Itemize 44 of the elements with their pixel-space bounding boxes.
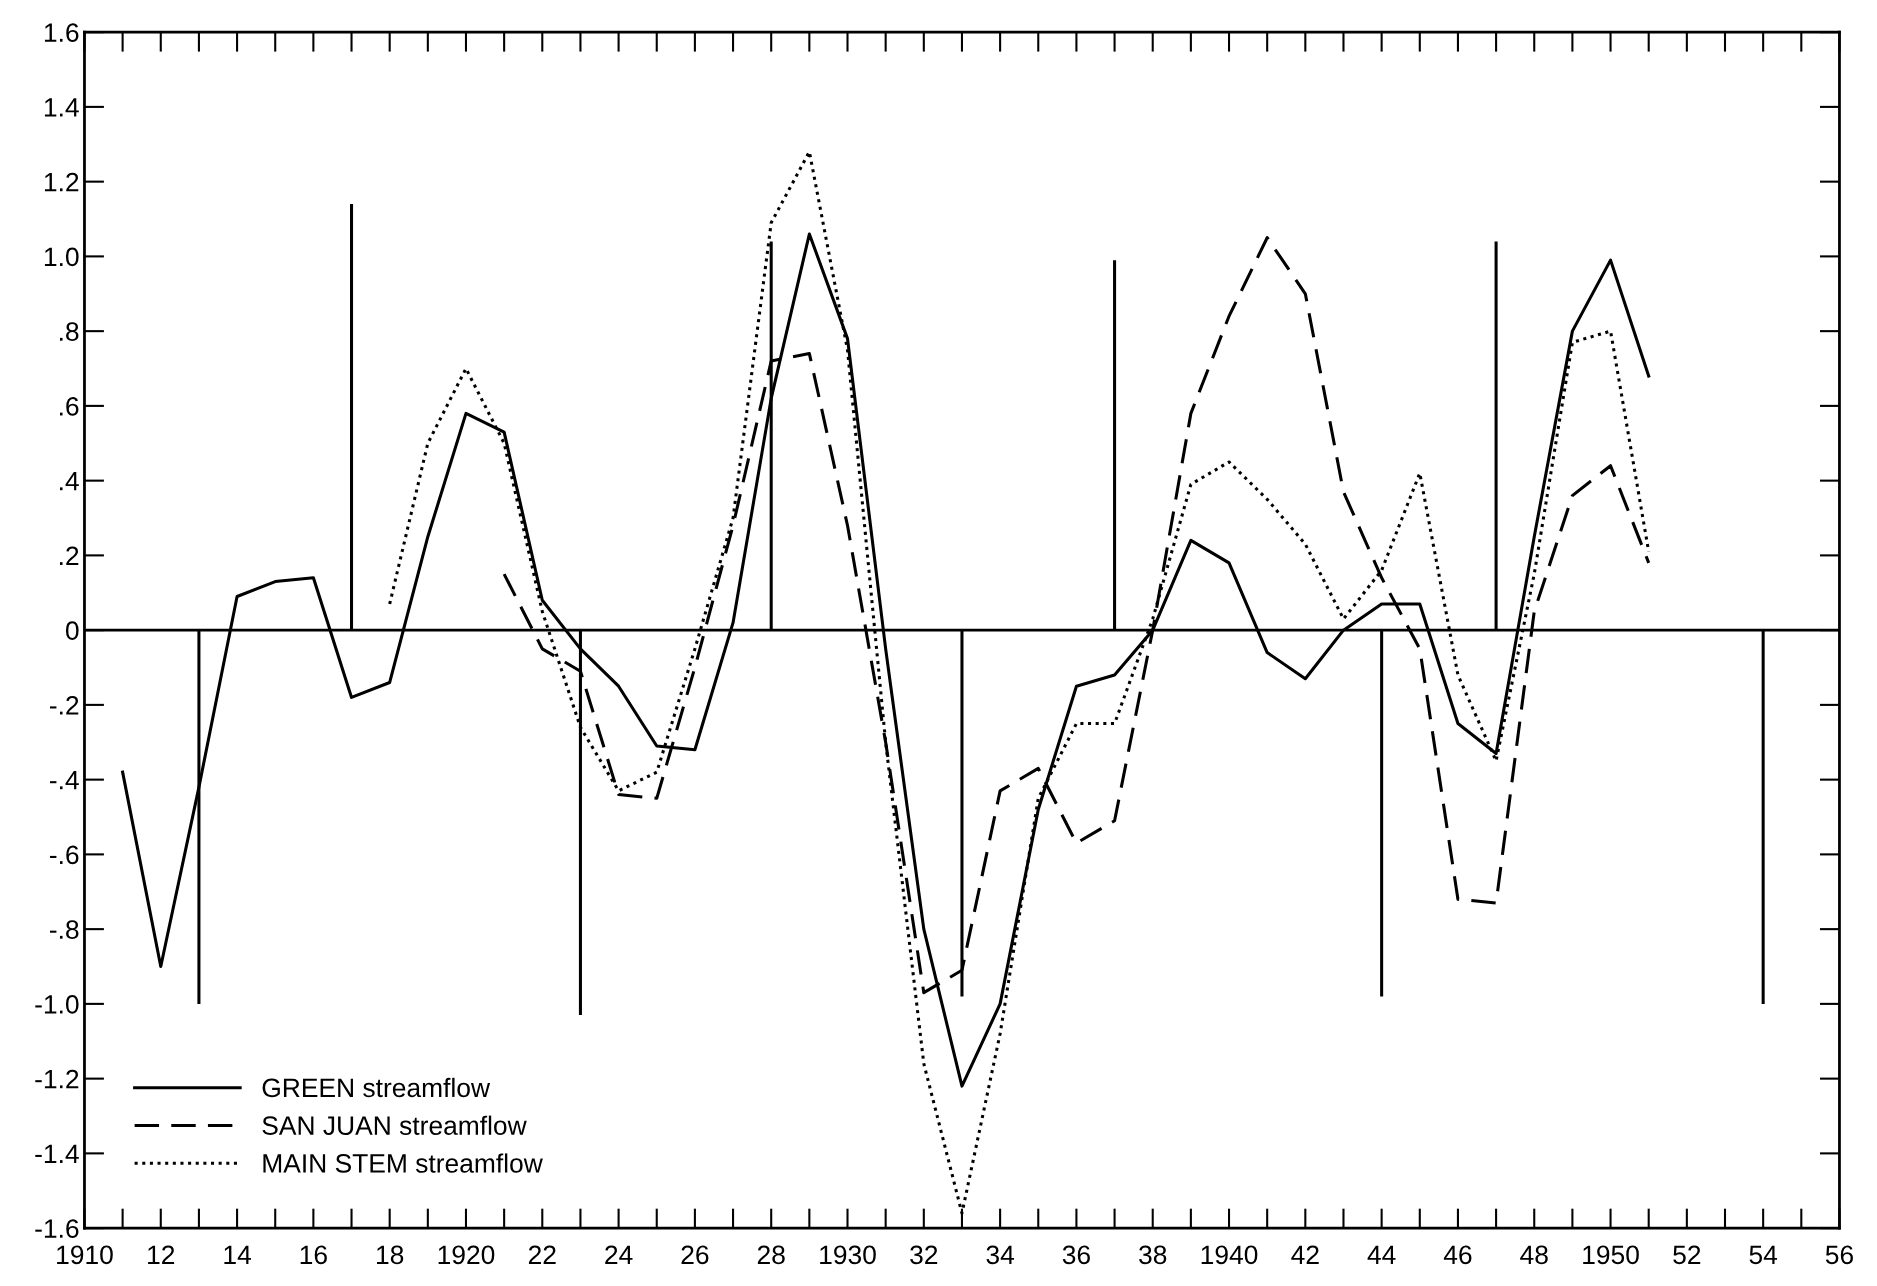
x-tick-label: 1910 [57, 1245, 113, 1265]
y-tick-label: -1.6 [35, 1219, 79, 1238]
y-tick-label: -.6 [49, 845, 79, 865]
x-tick-label: 1920 [438, 1245, 495, 1265]
x-tick-label: 26 [681, 1245, 709, 1265]
x-tick-label: 16 [300, 1245, 327, 1265]
y-tick-label: -.2 [49, 696, 79, 715]
x-tick-label: 54 [1749, 1245, 1778, 1265]
x-tick-label: 14 [224, 1245, 251, 1264]
x-tick-label: 34 [986, 1245, 1015, 1265]
legend-label: SAN JUAN streamflow [262, 1115, 527, 1135]
y-tick-label: 0 [65, 621, 79, 640]
x-tick-label: 12 [148, 1245, 175, 1264]
y-tick-label: -.4 [49, 771, 79, 790]
y-tick-label: -1.2 [35, 1069, 79, 1089]
x-tick-label: 44 [1367, 1245, 1396, 1264]
x-tick-label: 1940 [1201, 1245, 1258, 1265]
y-tick-label: .6 [60, 397, 79, 416]
x-tick-label: 28 [757, 1245, 785, 1265]
y-tick-label: 1.0 [44, 247, 79, 267]
legend-label: MAIN STEM streamflow [263, 1153, 543, 1173]
x-tick-label: 18 [377, 1245, 404, 1265]
y-tick-label: .4 [60, 472, 79, 491]
x-tick-label: 52 [1673, 1245, 1701, 1265]
x-tick-label: 32 [910, 1245, 938, 1265]
x-tick-label: 48 [1520, 1245, 1548, 1265]
y-tick-label: -1.4 [35, 1144, 79, 1163]
x-tick-label: 42 [1291, 1245, 1319, 1264]
x-tick-label: 24 [605, 1245, 633, 1264]
y-tick-label: .8 [60, 322, 79, 341]
legend-label: GREEN streamflow [262, 1077, 491, 1098]
x-tick-label: 56 [1825, 1245, 1853, 1265]
x-tick-label: 36 [1062, 1245, 1090, 1265]
y-tick-label: -1.0 [35, 995, 79, 1014]
y-tick-label: 1.4 [44, 98, 79, 117]
y-tick-label: .2 [60, 546, 79, 565]
x-tick-label: 46 [1443, 1245, 1472, 1265]
x-tick-label: 1930 [820, 1245, 876, 1265]
y-tick-label: 1.6 [44, 23, 79, 42]
x-tick-label: 22 [528, 1245, 556, 1264]
y-tick-label: 1.2 [44, 172, 79, 192]
x-tick-label: 1950 [1583, 1245, 1639, 1265]
x-tick-label: 38 [1139, 1245, 1167, 1265]
y-tick-label: -.8 [49, 920, 79, 939]
